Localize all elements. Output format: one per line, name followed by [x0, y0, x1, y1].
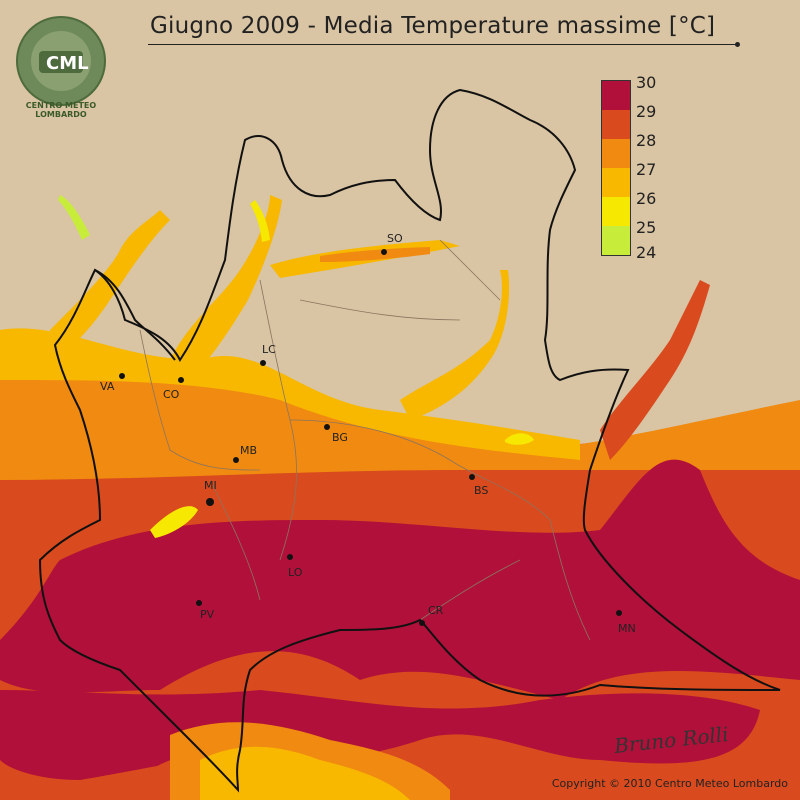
city-label-bg: BG	[332, 431, 348, 444]
blob-yellow-bs	[505, 433, 534, 445]
city-label-bs: BS	[474, 484, 489, 497]
lombardy-border	[38, 88, 781, 793]
temp-band-29-30-main	[0, 459, 800, 700]
city-label-pv: PV	[200, 608, 215, 621]
temp-band-26-27-apennine	[200, 746, 410, 800]
city-marker-co	[178, 377, 184, 383]
legend-tick: 26	[636, 189, 657, 208]
copyright-notice: Copyright © 2010 Centro Meteo Lombardo	[551, 777, 788, 790]
swiss-border-inner	[94, 269, 176, 361]
legend-swatch-25-26	[602, 197, 630, 226]
legend-swatch-28-29	[602, 110, 630, 139]
city-marker-cr	[419, 620, 425, 626]
cml-ring-text: CENTRO METEO LOMBARDO	[25, 101, 97, 119]
legend-tick: 25	[636, 218, 657, 237]
valley-high-green	[58, 195, 90, 240]
legend-tick: 24	[636, 243, 657, 262]
map-title: Giugno 2009 - Media Temperature massime …	[150, 13, 716, 39]
city-label-co: CO	[163, 388, 180, 401]
valley-valtellina-core	[320, 247, 430, 262]
cml-logo: CML CENTRO METEO LOMBARDO	[6, 6, 116, 119]
blob-yellow-mi	[150, 506, 198, 538]
title-underline	[148, 44, 738, 45]
city-marker-bg	[324, 424, 330, 430]
legend-swatch-24-25	[602, 226, 630, 255]
legend-swatch-26-27	[602, 168, 630, 197]
valley-garda	[600, 280, 710, 460]
city-label-cr: CR	[428, 604, 444, 617]
city-marker-lc	[260, 360, 266, 366]
city-label-va: VA	[100, 380, 115, 393]
city-marker-mi	[206, 498, 214, 506]
city-marker-mb	[233, 457, 239, 463]
legend-tick: 30	[636, 73, 657, 92]
city-label-mb: MB	[240, 444, 258, 457]
legend-tick: 29	[636, 102, 657, 121]
valley-brescia	[400, 270, 510, 420]
city-marker-va	[119, 373, 125, 379]
legend-swatch-27-28	[602, 139, 630, 168]
temp-band-26-27	[0, 328, 580, 460]
city-marker-lo	[287, 554, 293, 560]
city-marker-pv	[196, 600, 202, 606]
city-marker-bs	[469, 474, 475, 480]
valley-yellow-north	[250, 200, 270, 242]
legend-tick: 27	[636, 160, 657, 179]
city-label-mn: MN	[618, 622, 636, 635]
city-label-lo: LO	[288, 566, 303, 579]
valley-como-lake	[170, 195, 282, 380]
cml-initials: CML	[46, 53, 89, 74]
legend-tick: 28	[636, 131, 657, 150]
city-marker-so	[381, 249, 387, 255]
province-borders	[139, 239, 591, 641]
city-label-mi: MI	[204, 479, 217, 492]
city-label-lc: LC	[262, 343, 276, 356]
title-underline-dot	[735, 42, 740, 47]
city-label-so: SO	[387, 232, 403, 245]
city-marker-mn	[616, 610, 622, 616]
legend-swatch-29-30	[602, 81, 630, 110]
cml-logo-graphic	[16, 16, 106, 106]
legend-colorbar	[601, 80, 631, 256]
